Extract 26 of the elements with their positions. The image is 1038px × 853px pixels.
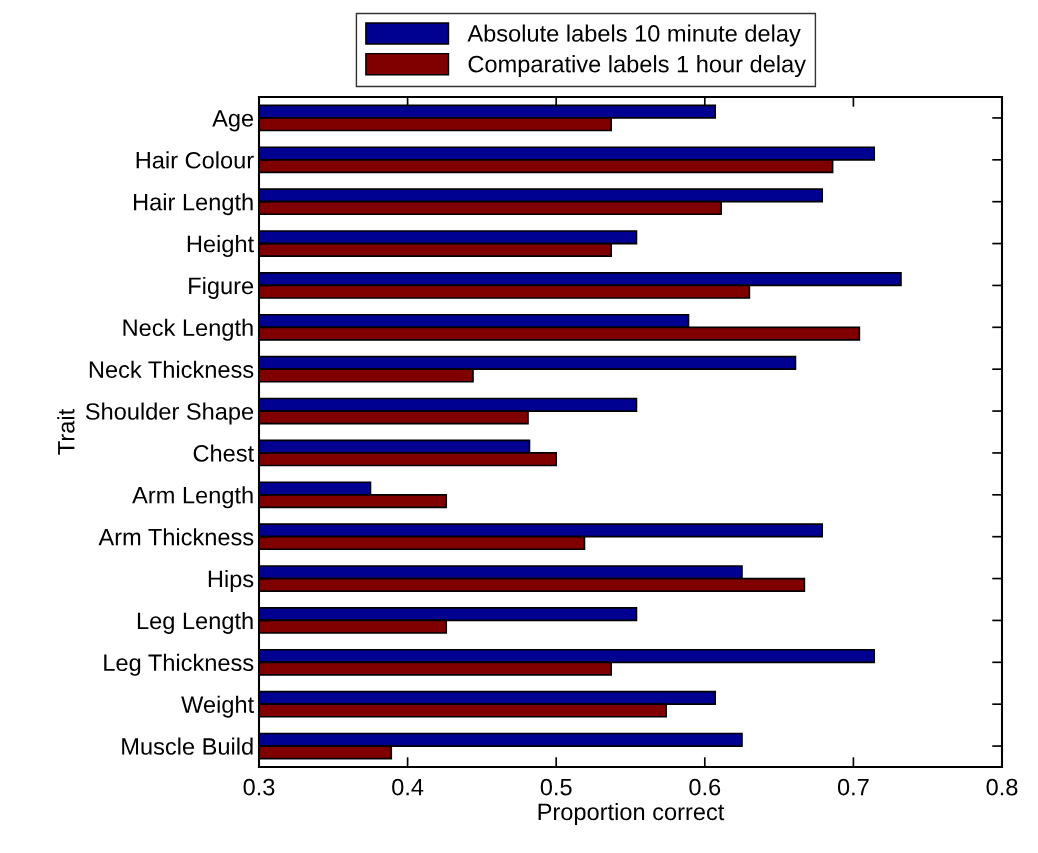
y-tick-label: Weight — [181, 695, 254, 718]
y-tick-label: Hair Colour — [136, 151, 254, 169]
y-axis-title: Trait — [57, 409, 75, 455]
legend-label: Comparative labels 1 hour delay — [468, 55, 806, 78]
y-tick-label: Hips — [208, 570, 254, 593]
y-tick-label: Age — [212, 110, 254, 132]
y-tick-label: Neck Length — [123, 318, 253, 341]
x-tick-label: 0.5 — [540, 778, 572, 796]
x-tick-label: 0.4 — [392, 778, 424, 796]
x-tick-label: 0.3 — [243, 778, 275, 796]
y-tick-label: Muscle Build — [122, 737, 253, 755]
y-tick-label: Arm Length — [132, 486, 253, 509]
y-tick-label: Leg Thickness — [104, 653, 254, 676]
x-tick-label: 0.6 — [689, 778, 721, 796]
x-tick-label: 0.8 — [986, 778, 1018, 796]
y-tick-label: Neck Thickness — [89, 360, 254, 378]
y-tick-label: Figure — [189, 276, 254, 299]
legend-label: Absolute labels 10 minute delay — [467, 24, 801, 47]
y-tick-label: Chest — [193, 444, 254, 462]
y-tick-label: Leg Length — [137, 611, 253, 634]
y-tick-label: Hair Length — [134, 193, 253, 216]
y-tick-label: Height — [187, 235, 254, 258]
y-tick-label: Arm Thickness — [98, 528, 254, 546]
x-tick-label: 0.7 — [837, 778, 869, 796]
x-axis-title: Proportion correct — [538, 802, 725, 825]
y-tick-label: Shoulder Shape — [85, 402, 254, 425]
